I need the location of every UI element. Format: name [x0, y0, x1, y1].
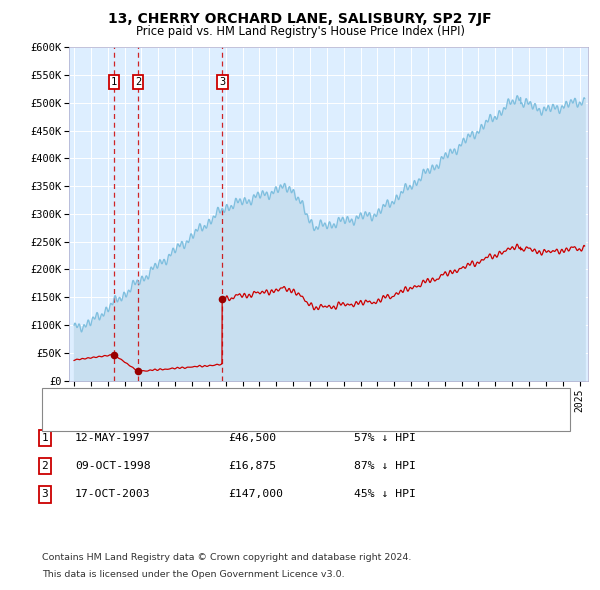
Text: Price paid vs. HM Land Registry's House Price Index (HPI): Price paid vs. HM Land Registry's House … — [136, 25, 464, 38]
Text: £46,500: £46,500 — [228, 433, 276, 442]
Text: 2: 2 — [41, 461, 49, 471]
Text: ——: —— — [49, 415, 63, 425]
Text: 1: 1 — [41, 433, 49, 442]
Text: £147,000: £147,000 — [228, 490, 283, 499]
Text: 87% ↓ HPI: 87% ↓ HPI — [354, 461, 416, 471]
Text: 13, CHERRY ORCHARD LANE, SALISBURY, SP2 7JF (detached house): 13, CHERRY ORCHARD LANE, SALISBURY, SP2 … — [81, 395, 431, 405]
Text: 2: 2 — [135, 77, 141, 87]
Text: 17-OCT-2003: 17-OCT-2003 — [75, 490, 151, 499]
Text: 3: 3 — [219, 77, 225, 87]
Text: Contains HM Land Registry data © Crown copyright and database right 2024.: Contains HM Land Registry data © Crown c… — [42, 553, 412, 562]
Text: ——: —— — [49, 395, 63, 405]
Text: HPI: Average price, detached house, Wiltshire: HPI: Average price, detached house, Wilt… — [81, 415, 320, 425]
Text: 09-OCT-1998: 09-OCT-1998 — [75, 461, 151, 471]
Text: 57% ↓ HPI: 57% ↓ HPI — [354, 433, 416, 442]
Text: 3: 3 — [41, 490, 49, 499]
Text: This data is licensed under the Open Government Licence v3.0.: This data is licensed under the Open Gov… — [42, 569, 344, 579]
Text: 45% ↓ HPI: 45% ↓ HPI — [354, 490, 416, 499]
Text: 1: 1 — [111, 77, 117, 87]
Text: 13, CHERRY ORCHARD LANE, SALISBURY, SP2 7JF: 13, CHERRY ORCHARD LANE, SALISBURY, SP2 … — [108, 12, 492, 26]
Text: 12-MAY-1997: 12-MAY-1997 — [75, 433, 151, 442]
Text: £16,875: £16,875 — [228, 461, 276, 471]
